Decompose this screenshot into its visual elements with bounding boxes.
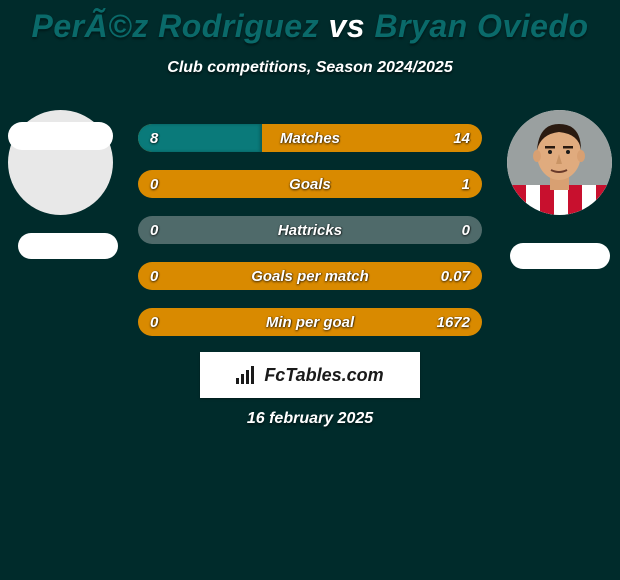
subtitle: Club competitions, Season 2024/2025	[0, 59, 620, 77]
player2-avatar	[507, 110, 612, 215]
title-player2: Bryan Oviedo	[374, 8, 588, 44]
stat-row: 0Hattricks0	[138, 216, 482, 244]
title-player1: PerÃ©z Rodriguez	[31, 8, 319, 44]
logo-box: FcTables.com	[200, 352, 420, 398]
player2-name-pill	[510, 243, 610, 269]
player1-name-pill	[18, 233, 118, 259]
title-vs: vs	[328, 8, 365, 44]
stat-row: 0Min per goal1672	[138, 308, 482, 336]
stat-p2-value: 0	[462, 216, 470, 244]
stat-p2-value: 1	[462, 170, 470, 198]
comparison-bars: 8Matches140Goals10Hattricks00Goals per m…	[138, 124, 482, 354]
stat-p2-value: 14	[453, 124, 470, 152]
stat-label: Matches	[138, 124, 482, 152]
page-title: PerÃ©z Rodriguez vs Bryan Oviedo	[0, 0, 620, 45]
stat-row: 0Goals per match0.07	[138, 262, 482, 290]
stat-p2-value: 0.07	[441, 262, 470, 290]
stat-row: 8Matches14	[138, 124, 482, 152]
stat-label: Hattricks	[138, 216, 482, 244]
logo-icon	[236, 366, 254, 384]
stat-label: Goals	[138, 170, 482, 198]
player1-name-pill-top	[8, 122, 113, 150]
stat-label: Min per goal	[138, 308, 482, 336]
stat-label: Goals per match	[138, 262, 482, 290]
stat-row: 0Goals1	[138, 170, 482, 198]
stat-p2-value: 1672	[437, 308, 470, 336]
logo-text: FcTables.com	[264, 365, 383, 386]
player2-panel	[507, 110, 612, 269]
date-text: 16 february 2025	[0, 410, 620, 428]
player2-avatar-image	[507, 110, 612, 215]
